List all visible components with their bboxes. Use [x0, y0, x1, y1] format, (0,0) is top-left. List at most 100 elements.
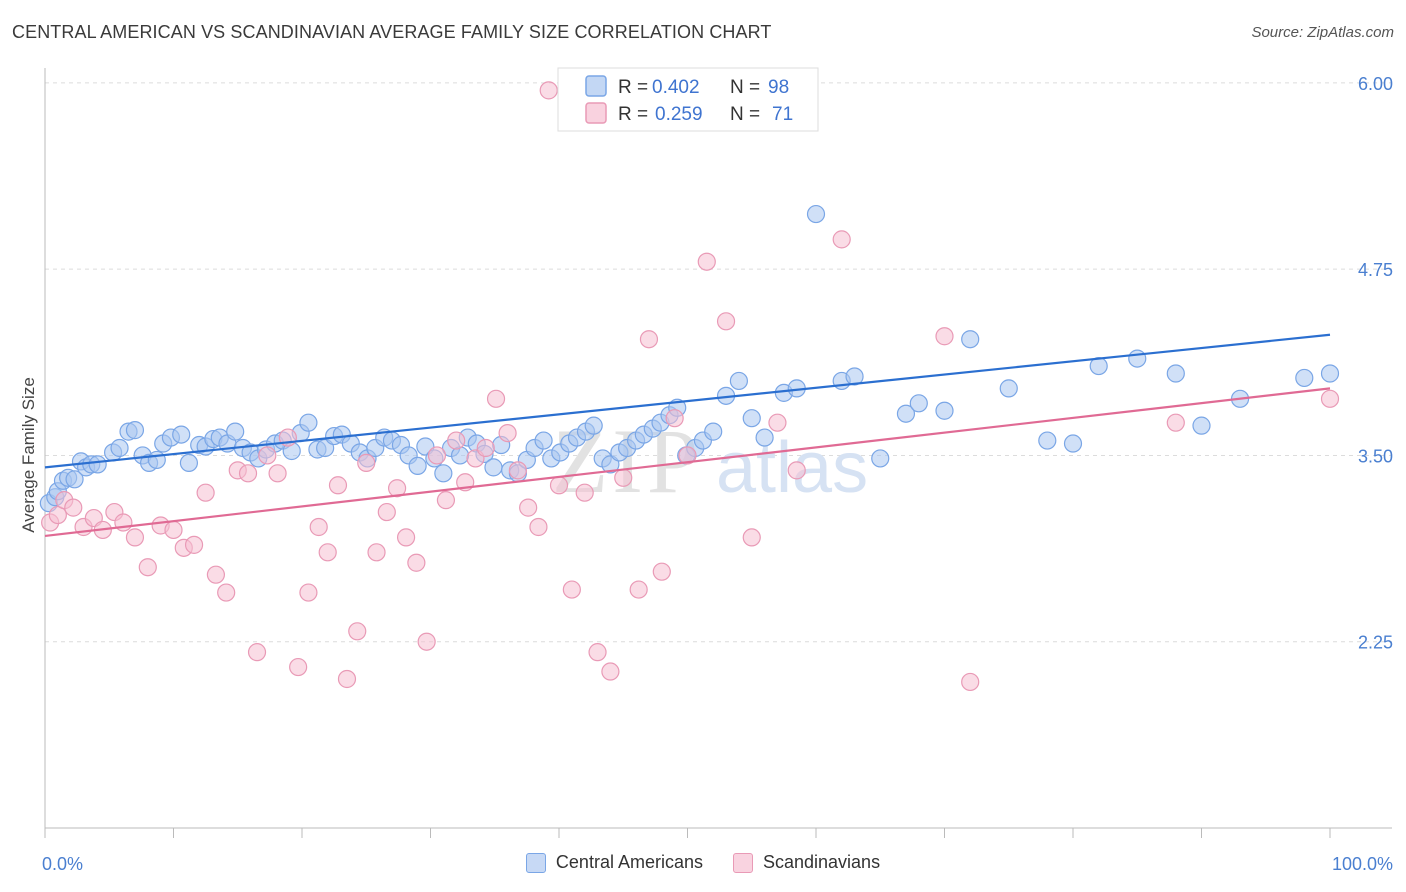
point-0-95: [909, 394, 928, 413]
point-1-39: [436, 491, 456, 510]
x-tick-label-0: 0.0%: [42, 854, 83, 874]
point-1-59: [665, 409, 684, 428]
point-0-102: [1128, 349, 1147, 368]
point-1-20: [247, 643, 267, 662]
point-1-38: [427, 446, 447, 465]
point-1-32: [367, 543, 386, 562]
point-1-10: [138, 558, 157, 577]
point-1-49: [539, 81, 558, 100]
point-1-35: [396, 528, 416, 547]
point-1-67: [935, 327, 954, 346]
x-tick-label-1: 100.0%: [1332, 854, 1393, 874]
point-0-53: [450, 446, 470, 465]
point-1-44: [486, 389, 506, 408]
point-1-66: [832, 230, 851, 249]
point-1-9: [125, 528, 145, 547]
legend-box: R = 0.402 N = 98 R = 0.259 N = 71: [557, 67, 819, 132]
legend-r-label-1: R =: [618, 104, 648, 125]
point-1-65: [787, 461, 806, 480]
y-tick-label-3: 2.25: [1358, 633, 1393, 653]
point-1-36: [407, 553, 426, 572]
point-0-35: [299, 413, 318, 432]
legend-n-value-0: 98: [768, 77, 789, 98]
y-tick-label-0: 6.00: [1358, 74, 1393, 94]
point-0-86: [742, 409, 761, 428]
point-1-69: [1166, 413, 1185, 432]
point-1-68: [961, 672, 980, 692]
point-0-51: [434, 464, 453, 483]
point-1-3: [64, 498, 83, 517]
point-1-34: [387, 479, 407, 498]
point-1-64: [768, 413, 787, 432]
point-1-55: [614, 468, 633, 487]
y-axis-title: Average Family Size: [19, 377, 38, 533]
series-legend-item-scandinavians[interactable]: Scandinavians: [732, 852, 881, 873]
point-0-96: [935, 401, 954, 420]
series-swatch-scandinavians: [732, 852, 753, 873]
point-1-33: [377, 502, 396, 522]
series-label-central-americans: Central Americans: [555, 852, 703, 872]
point-1-31: [357, 453, 376, 473]
point-0-57: [484, 458, 503, 477]
source-label: Source: ZipAtlas.com: [1251, 24, 1394, 41]
point-1-25: [299, 583, 318, 602]
point-1-60: [678, 446, 697, 465]
point-1-30: [348, 622, 367, 641]
point-0-19: [172, 425, 191, 444]
point-1-51: [562, 580, 581, 599]
point-0-85: [729, 371, 749, 391]
point-0-92: [845, 367, 864, 386]
point-1-28: [328, 476, 348, 495]
point-0-9: [88, 455, 107, 474]
trend-line-1: [44, 387, 1331, 538]
point-1-46: [508, 461, 527, 480]
point-0-13: [125, 421, 145, 440]
point-0-106: [1295, 368, 1314, 388]
point-0-20: [179, 453, 199, 473]
trend-line-0: [44, 333, 1331, 469]
series-label-scandinavians: Scandinavians: [762, 852, 881, 872]
point-0-99: [1038, 431, 1057, 450]
point-1-45: [498, 423, 517, 443]
legend-r-value-1: 0.259: [655, 104, 703, 125]
chart-title: CENTRAL AMERICAN VS SCANDINAVIAN AVERAGE…: [12, 22, 772, 42]
point-1-70: [1320, 389, 1340, 408]
series-legend-item-central-americans[interactable]: Central Americans: [525, 852, 703, 873]
point-0-26: [226, 422, 245, 441]
point-1-52: [575, 483, 594, 502]
point-1-63: [742, 528, 761, 547]
point-0-103: [1166, 364, 1185, 383]
point-0-16: [147, 450, 166, 470]
legend-r-value-0: 0.402: [652, 77, 700, 98]
series-swatch-central-americans: [525, 852, 546, 873]
point-0-107: [1320, 364, 1340, 383]
point-1-12: [164, 520, 183, 540]
point-0-5: [65, 470, 84, 489]
grid-lines: [45, 82, 1392, 643]
point-0-63: [534, 431, 553, 450]
point-1-15: [196, 483, 215, 502]
legend-n-value-1: 71: [772, 104, 793, 125]
point-1-21: [258, 446, 277, 465]
legend-r-label-0: R =: [618, 77, 648, 98]
point-0-100: [1063, 434, 1083, 453]
point-1-40: [447, 431, 466, 450]
point-1-47: [519, 498, 538, 517]
point-1-62: [716, 312, 736, 331]
point-1-58: [652, 562, 671, 581]
legend-n-label-0: N =: [730, 77, 760, 98]
legend-n-label-1: N =: [730, 104, 760, 125]
series-1-points: [41, 81, 1340, 692]
y-tick-label-2: 3.50: [1358, 446, 1393, 466]
trend-lines: [44, 333, 1331, 538]
axes: [44, 68, 1392, 838]
legend-swatch-scandinavians: [585, 102, 607, 124]
point-0-104: [1192, 416, 1211, 435]
point-1-53: [588, 643, 607, 662]
point-1-29: [337, 669, 357, 689]
point-1-26: [309, 517, 328, 537]
point-1-61: [697, 252, 716, 271]
legend-swatch-central-americans: [585, 75, 607, 97]
point-1-57: [639, 330, 659, 349]
point-0-87: [755, 428, 774, 447]
